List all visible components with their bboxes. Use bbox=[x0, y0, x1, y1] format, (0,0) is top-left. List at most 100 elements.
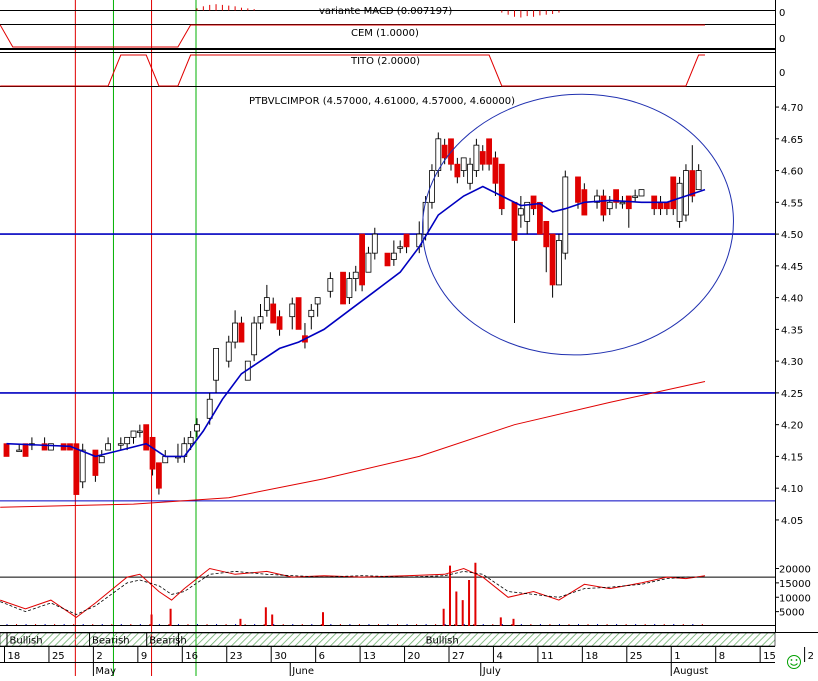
candle bbox=[606, 195, 613, 216]
volume-dot bbox=[177, 624, 179, 625]
candle-body bbox=[473, 144, 480, 171]
date-tick-label: 30 bbox=[274, 651, 287, 662]
volume-dot bbox=[406, 624, 408, 625]
candle-body bbox=[98, 456, 105, 464]
candle-body bbox=[365, 252, 372, 273]
candle bbox=[676, 176, 683, 228]
volume-bar bbox=[468, 580, 471, 626]
candle bbox=[130, 430, 137, 444]
date-tick-label: 18 bbox=[585, 651, 598, 662]
candle-body bbox=[638, 189, 645, 197]
candle-body bbox=[238, 322, 245, 343]
candle bbox=[352, 265, 359, 292]
candle bbox=[498, 163, 505, 216]
candle-body bbox=[492, 157, 499, 184]
candle bbox=[473, 138, 480, 177]
volume-dot bbox=[492, 624, 494, 625]
date-tick-label: 8 bbox=[719, 651, 725, 662]
volume-dot bbox=[311, 624, 313, 625]
candle-body bbox=[257, 316, 264, 324]
volume-dot bbox=[339, 624, 341, 625]
candle bbox=[556, 234, 562, 286]
candle bbox=[22, 443, 29, 457]
candle bbox=[302, 323, 308, 349]
long-moving-average bbox=[0, 381, 706, 508]
candle-body bbox=[79, 449, 86, 483]
candle bbox=[98, 450, 105, 464]
candle-body bbox=[187, 436, 194, 445]
candle bbox=[314, 297, 321, 317]
candle bbox=[581, 183, 588, 216]
candle-body bbox=[562, 176, 569, 254]
candle-body bbox=[162, 456, 169, 464]
volume-dot bbox=[368, 624, 370, 625]
volume-dot bbox=[101, 624, 103, 625]
price-tick-label: 4.05 bbox=[781, 516, 803, 527]
candle-body bbox=[543, 220, 550, 248]
candle-body bbox=[130, 430, 137, 438]
volume-oscillator-dashed bbox=[0, 570, 705, 615]
date-tick-label: 25 bbox=[52, 651, 65, 662]
volume-dot bbox=[235, 624, 237, 625]
cem-step-line bbox=[0, 24, 705, 48]
candle-body bbox=[435, 138, 442, 171]
volume-dot bbox=[16, 624, 18, 625]
candle-body bbox=[155, 462, 162, 489]
candle bbox=[263, 284, 270, 317]
candle bbox=[651, 195, 658, 216]
candle-body bbox=[530, 195, 537, 210]
candle-body bbox=[606, 201, 613, 210]
annotation-ellipse bbox=[422, 93, 734, 356]
candle bbox=[429, 164, 435, 209]
candle bbox=[486, 138, 493, 171]
volume-dot bbox=[397, 624, 399, 625]
candle bbox=[517, 195, 524, 228]
volume-dot bbox=[597, 624, 599, 625]
volume-dot bbox=[301, 624, 303, 625]
candle-body bbox=[105, 443, 111, 451]
candle bbox=[155, 462, 162, 495]
candle-body bbox=[232, 322, 239, 343]
volume-dot bbox=[330, 624, 332, 625]
candle bbox=[467, 157, 473, 190]
candle bbox=[149, 436, 156, 476]
volume-dot bbox=[82, 624, 84, 625]
volume-dot bbox=[273, 624, 275, 625]
tito-step-line bbox=[0, 54, 705, 87]
volume-dot bbox=[511, 624, 513, 625]
candle bbox=[276, 310, 283, 336]
candle bbox=[492, 151, 499, 196]
candle-body bbox=[479, 151, 486, 165]
price-tick-label: 4.10 bbox=[781, 484, 803, 495]
volume-dot bbox=[635, 624, 637, 625]
candle bbox=[365, 246, 372, 273]
candle-body bbox=[422, 201, 429, 235]
volume-dot bbox=[444, 624, 446, 625]
smiley-icon[interactable] bbox=[787, 655, 801, 669]
date-tick-label: 16 bbox=[185, 651, 198, 662]
candle bbox=[479, 145, 486, 171]
candle bbox=[562, 170, 569, 260]
volume-tick-label: 10000 bbox=[779, 593, 811, 604]
volume-dot bbox=[149, 624, 151, 625]
volume-dot bbox=[416, 624, 418, 625]
candle bbox=[73, 443, 80, 495]
price-tick-label: 4.45 bbox=[781, 262, 803, 273]
candle bbox=[575, 176, 581, 209]
candle bbox=[105, 437, 111, 451]
volume-dot bbox=[35, 624, 37, 625]
volume-dot bbox=[216, 624, 218, 625]
price-tick-label: 4.20 bbox=[781, 421, 803, 432]
candle-body bbox=[390, 252, 397, 260]
volume-dot bbox=[568, 624, 570, 625]
candle-body bbox=[327, 278, 334, 292]
candle-body bbox=[143, 424, 150, 451]
candle bbox=[638, 189, 645, 197]
candle-body bbox=[549, 233, 556, 286]
volume-bar bbox=[169, 608, 172, 626]
price-tick-label: 4.70 bbox=[781, 103, 803, 114]
volume-dot bbox=[663, 624, 665, 625]
candle bbox=[543, 220, 550, 273]
candle bbox=[175, 443, 181, 463]
